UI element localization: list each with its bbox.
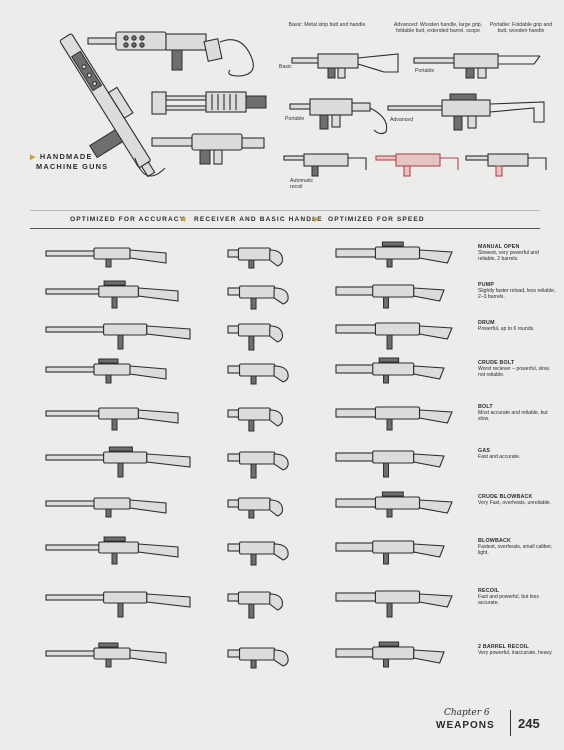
basic-receiver-gun — [227, 323, 284, 351]
receiver-title: PUMP — [478, 282, 495, 288]
receiver-label: PUMP Slightly faster reload, less reliabl… — [478, 282, 556, 300]
portable-variant-mid-gun — [289, 98, 388, 135]
accuracy-gun — [45, 358, 167, 384]
receiver-description: Fastest, overheats, small caliber, light… — [478, 544, 553, 556]
receiver-title: BOLT — [478, 404, 493, 410]
receiver-label: BOLT Most accurate and reliable, but slow… — [478, 404, 556, 422]
header-left: OPTIMIZED FOR ACCURACY — [70, 216, 186, 223]
speed-gun — [335, 284, 445, 309]
accuracy-gun — [45, 642, 167, 668]
accuracy-gun — [45, 407, 179, 431]
accuracy-gun — [45, 280, 179, 309]
speed-gun — [335, 641, 445, 668]
speed-gun — [335, 322, 453, 350]
advanced-variant-gun — [387, 93, 545, 131]
footer-title: WEAPONS — [436, 720, 495, 731]
basic-receiver-gun — [227, 541, 289, 566]
caption-basic: Basic: Metal strip butt and handle — [288, 22, 366, 28]
receiver-description: Very powerful, inaccurate, heavy. — [478, 650, 553, 656]
accuracy-gun — [45, 247, 167, 268]
basic-receiver-gun — [227, 247, 284, 269]
receiver-description: Powerful, up to 6 rounds. — [478, 326, 535, 332]
header-bottom-rule — [30, 228, 540, 229]
label-portable-top: Portable — [415, 68, 435, 74]
receiver-description: Slightly faster reload, less reliable, 2… — [478, 288, 556, 300]
section-title: ▶ HANDMADE MACHINE GUNS — [30, 152, 130, 171]
speed-gun — [335, 540, 445, 565]
basic-receiver-gun — [227, 497, 284, 519]
receiver-label: GAS Fast and accurate. — [478, 448, 556, 460]
page-number: 245 — [518, 716, 540, 731]
basic-receiver-gun — [227, 591, 284, 619]
accuracy-gun — [45, 536, 179, 565]
receiver-description: Slowest, very powerful and reliable, 2 b… — [478, 250, 539, 262]
receiver-title: MANUAL OPEN — [478, 244, 520, 250]
accuracy-gun — [45, 323, 191, 350]
section-title-line2: MACHINE GUNS — [36, 162, 109, 171]
receiver-title: RECOIL — [478, 588, 500, 594]
accuracy-gun — [45, 591, 191, 618]
header-right: OPTIMIZED FOR SPEED — [328, 216, 425, 223]
basic-receiver-gun — [227, 647, 289, 669]
receiver-title: BLOWBACK — [478, 538, 512, 544]
receiver-label: RECOIL Fast and powerful, but less accura… — [478, 588, 556, 606]
variant-gun-compact — [465, 153, 547, 177]
receiver-description: Fast and powerful, but less accurate. — [478, 594, 539, 606]
machine-gun-compact-illustration — [151, 133, 265, 165]
receiver-description: Worst reciever – powerful, slow, not rel… — [478, 366, 550, 378]
footer-chapter: Chapter 6 — [444, 708, 490, 718]
receiver-label: BLOWBACK Fastest, overheats, small calibe… — [478, 538, 556, 556]
speed-gun — [335, 406, 453, 431]
large-machine-gun-diagonal-illustration — [59, 33, 166, 178]
portable-variant-top-gun — [413, 53, 541, 79]
accuracy-gun — [45, 497, 167, 518]
label-basic: Basic — [279, 64, 292, 70]
footer-divider — [510, 710, 511, 736]
caption-advanced: Advanced: Wooden handle, large grip, fol… — [393, 22, 483, 35]
title-marker-icon: ▶ — [30, 154, 37, 161]
machine-gun-side-illustration — [151, 91, 267, 115]
accuracy-gun — [45, 446, 191, 478]
receiver-title: DRUM — [478, 320, 495, 326]
receiver-label: CRUDE BLOWBACK Very Fast, overheats, unre… — [478, 494, 556, 506]
receiver-label: 2 BARREL RECOIL Very powerful, inaccurate… — [478, 644, 556, 656]
caption-portable: Portable: Foldable grip and butt, wooden… — [489, 22, 553, 35]
basic-receiver-gun — [227, 451, 289, 479]
basic-receiver-gun — [227, 285, 289, 310]
basic-variant-gun — [291, 53, 399, 79]
speed-gun — [335, 450, 445, 478]
section-title-line1: HANDMADE — [39, 152, 93, 161]
label-advanced: Advanced — [390, 117, 414, 123]
speed-gun — [335, 241, 453, 268]
receiver-title: 2 BARREL RECOIL — [478, 644, 529, 650]
header-center: RECEIVER AND BASIC HANDLE — [194, 216, 323, 223]
speed-gun — [335, 491, 453, 518]
basic-receiver-gun — [227, 363, 289, 385]
receiver-title: CRUDE BLOWBACK — [478, 494, 533, 500]
highlighted-variant-gun — [375, 153, 459, 177]
receiver-title: CRUDE BOLT — [478, 360, 515, 366]
header-top-rule — [30, 210, 540, 211]
label-portable-mid: Portable — [285, 116, 305, 122]
receiver-title: GAS — [478, 448, 491, 454]
speed-gun — [335, 357, 445, 384]
receiver-description: Fast and accurate. — [478, 454, 521, 460]
automatic-recoil-gun — [283, 153, 367, 177]
basic-receiver-gun — [227, 407, 284, 432]
machine-gun-top-illustration — [87, 31, 254, 77]
receiver-description: Very Fast, overheats, unreliable. — [478, 500, 552, 506]
receiver-description: Most accurate and reliable, but slow. — [478, 410, 548, 422]
label-automatic-recoil: Automatic recoil — [290, 178, 314, 191]
header-left-arrow-icon: ◀ — [180, 216, 186, 223]
speed-gun — [335, 590, 453, 618]
receiver-label: DRUM Powerful, up to 6 rounds. — [478, 320, 556, 332]
header-right-arrow-icon: ▶ — [314, 216, 320, 223]
receiver-label: CRUDE BOLT Worst reciever – powerful, slo… — [478, 360, 556, 378]
receiver-label: MANUAL OPEN Slowest, very powerful and re… — [478, 244, 556, 262]
